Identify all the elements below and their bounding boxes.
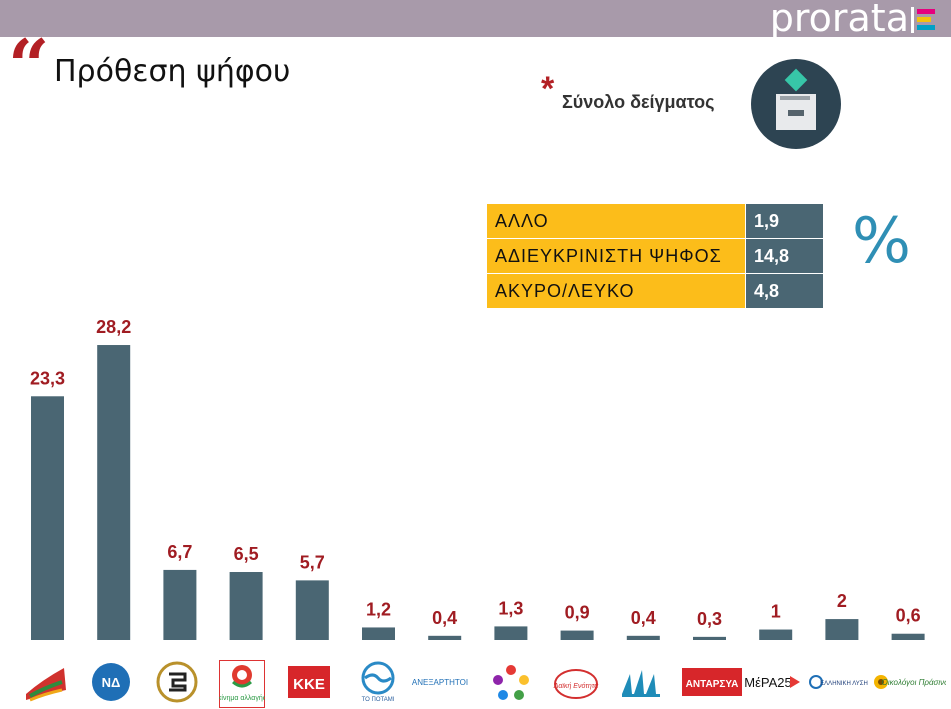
mera25-logo-icon: ΜέΡΑ25 — [744, 675, 800, 690]
logo-text: ΚΚΕ — [293, 676, 325, 693]
bar-value-label: 0,4 — [631, 608, 656, 628]
info-label: ΑΛΛΟ — [486, 203, 746, 239]
golden-dawn-logo-icon — [156, 661, 198, 703]
logo-text: ΜέΡΑ25 — [744, 675, 791, 690]
bar-1 — [31, 396, 64, 640]
logo-text: ΤΟ ΠΟΤΑΜΙ — [362, 697, 395, 703]
bar-12 — [759, 629, 793, 640]
bar-value-label: 0,3 — [697, 609, 722, 629]
logo-text: ΕΛΛΗΝΙΚΗ ΛΥΣΗ — [820, 681, 868, 687]
info-value: 14,8 — [745, 238, 824, 274]
bar-value-label: 0,9 — [565, 603, 590, 623]
quote-mark-icon: “ — [8, 23, 50, 108]
bar-9 — [560, 630, 594, 640]
logo-text: κίνημα αλλαγής — [219, 694, 265, 702]
info-value: 4,8 — [745, 273, 824, 309]
info-label: ΑΚΥΡΟ/ΛΕΥΚΟ — [486, 273, 746, 309]
popular-unity-logo-icon: Λαϊκή Ενότητα — [553, 669, 599, 699]
logo-text: ΑΝΕΞΑΡΤΗΤΟΙ — [412, 678, 468, 687]
bar-3 — [163, 569, 197, 640]
bar-value-label: 1 — [771, 602, 781, 622]
bar-2 — [97, 345, 131, 640]
course-of-freedom-logo-icon — [622, 670, 660, 697]
ecologists-greens-logo-icon: Οικολόγοι Πράσινοι — [874, 675, 946, 689]
antarsya-logo-icon: ΑΝΤΑΡΣΥΑ — [682, 668, 742, 696]
bar-4 — [229, 572, 263, 640]
bar-11 — [693, 636, 726, 640]
bar-value-label: 1,2 — [366, 599, 391, 619]
percent-icon: % — [852, 204, 911, 277]
bar-5 — [295, 580, 329, 640]
syriza-logo-icon — [26, 668, 66, 702]
info-value: 1,9 — [745, 203, 824, 239]
bar-value-label: 0,6 — [896, 606, 921, 626]
logo-text: Οικολόγοι Πράσινοι — [882, 678, 946, 687]
bar-value-label: 2 — [837, 591, 847, 611]
bar-value-label: 0,4 — [432, 608, 457, 628]
bar-8 — [494, 626, 528, 640]
bar-6 — [362, 627, 395, 640]
kinal-logo-icon: κίνημα αλλαγής — [219, 660, 265, 708]
potami-logo-icon: ΤΟ ΠΟΤΑΜΙ — [361, 661, 395, 703]
kke-logo-icon: ΚΚΕ — [288, 666, 330, 698]
bar-chart: 23,3 28,2 6,7 6,5 5,7 1,2 0,4 1,3 0,9 0,4 0,3 1 2 0,6 — [30, 317, 925, 640]
bar-13 — [825, 619, 859, 640]
sample-label: Σύνολο δείγματος — [562, 92, 715, 112]
anel-logo-icon: ΑΝΕΞΑΡΤΗΤΟΙ — [412, 678, 468, 687]
bar-10 — [626, 635, 660, 640]
logo-text: ΑΝΤΑΡΣΥΑ — [686, 679, 739, 690]
bar-7 — [428, 635, 462, 640]
logo-text: ΝΔ — [102, 675, 121, 690]
table-row: ΑΛΛΟ 1,9 — [486, 203, 824, 239]
nd-logo-icon: ΝΔ — [92, 663, 130, 701]
bar-value-label: 23,3 — [30, 368, 65, 388]
info-label: ΑΔΙΕΥΚΡΙΝΙΣΤΗ ΨΗΦΟΣ — [486, 238, 746, 274]
bar-value-label: 6,5 — [234, 544, 259, 564]
table-row: ΑΔΙΕΥΚΡΙΝΙΣΤΗ ΨΗΦΟΣ 14,8 — [486, 238, 824, 274]
union-of-centrists-logo-icon — [493, 665, 529, 700]
page-title: Πρόθεση ψήφου — [54, 54, 291, 89]
table-row: ΑΚΥΡΟ/ΛΕΥΚΟ 4,8 — [486, 273, 824, 309]
brand-logo: prorata — [769, 0, 909, 40]
asterisk-icon: * — [541, 70, 555, 108]
ballot-box-icon — [751, 59, 841, 149]
info-table: ΑΛΛΟ 1,9 ΑΔΙΕΥΚΡΙΝΙΣΤΗ ΨΗΦΟΣ 14,8 ΑΚΥΡΟ/… — [486, 203, 824, 309]
bar-14 — [891, 633, 925, 640]
bar-value-label: 5,7 — [300, 552, 325, 572]
bar-value-label: 6,7 — [167, 542, 192, 562]
greek-solution-logo-icon: ΕΛΛΗΝΙΚΗ ΛΥΣΗ — [809, 675, 868, 689]
bar-value-label: 1,3 — [498, 598, 523, 618]
top-bar: prorata — [0, 0, 951, 40]
brand-mark-icon — [911, 7, 935, 33]
bar-value-label: 28,2 — [96, 317, 131, 337]
logo-text: Λαϊκή Ενότητα — [553, 682, 599, 690]
